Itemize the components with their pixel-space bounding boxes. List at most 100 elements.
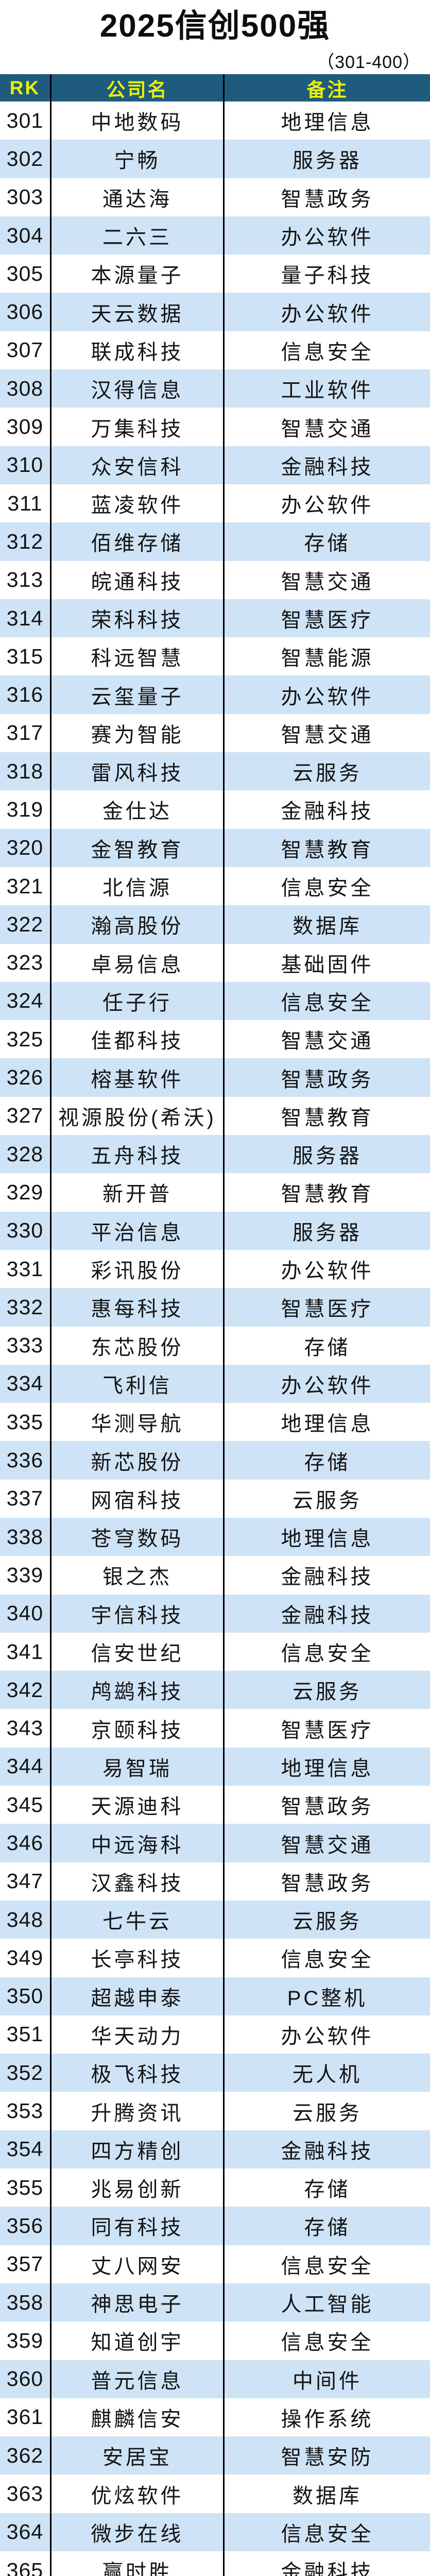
row-note: 办公软件	[281, 494, 374, 517]
table-row: 305 本源量子 量子科技	[0, 255, 430, 293]
table-row: 364 微步在线 信息安全	[0, 2513, 430, 2551]
table-row: 307 联成科技 信息安全	[0, 331, 430, 370]
table-row: 355 兆易创新 存储	[0, 2168, 430, 2207]
row-rank: 306	[0, 293, 51, 331]
table-row: 360 普元信息 中间件	[0, 2360, 430, 2398]
row-company: 同有科技	[51, 2207, 225, 2245]
row-rank: 302	[0, 140, 51, 178]
row-rank: 307	[0, 331, 51, 370]
table-row: 325 佳都科技 智慧交通	[0, 1020, 430, 1059]
table-row: 313 皖通科技 智慧交通	[0, 561, 430, 599]
table-row: 341 信安世纪 信息安全	[0, 1632, 430, 1671]
table-row: 357 丈八网安 信息安全	[0, 2245, 430, 2283]
table-row: 361 麒麟信安 操作系统	[0, 2398, 430, 2437]
row-rank: 340	[0, 1594, 51, 1633]
row-company: 中地数码	[51, 101, 225, 140]
row-note: 智慧政务	[281, 1068, 374, 1091]
row-company: 飞利信	[51, 1364, 225, 1403]
row-note: 智慧能源	[281, 647, 374, 670]
row-company: 本源量子	[51, 255, 225, 293]
table-row: 333 东芯股份 存储	[0, 1326, 430, 1365]
row-rank: 301	[0, 101, 51, 140]
row-company: 众安信科	[51, 446, 225, 484]
row-company: 卓易信息	[51, 943, 225, 982]
table-row: 353 升腾资讯 云服务	[0, 2092, 430, 2130]
row-company: 银之杰	[51, 1556, 225, 1595]
row-rank: 329	[0, 1173, 51, 1212]
row-company: 中远海科	[51, 1824, 225, 1862]
table-row: 365 赢时胜 金融科技	[0, 2551, 430, 2576]
row-note: 量子科技	[281, 264, 374, 287]
row-company: 长亭科技	[51, 1939, 225, 1977]
row-rank: 310	[0, 446, 51, 484]
table-row: 316 云玺量子 办公软件	[0, 675, 430, 714]
table-row: 301 中地数码 地理信息	[0, 101, 430, 140]
rank-range-subtitle: （301-400）	[317, 53, 421, 72]
table-row: 311 蓝凌软件 办公软件	[0, 484, 430, 523]
column-header-company: 公司名	[51, 74, 225, 101]
row-company: 惠每科技	[51, 1288, 225, 1327]
row-rank: 305	[0, 255, 51, 293]
table-row: 312 佰维存储 存储	[0, 522, 430, 561]
row-rank: 345	[0, 1786, 51, 1824]
row-rank: 327	[0, 1096, 51, 1136]
row-rank: 350	[0, 1977, 51, 2015]
column-header-rank: RK	[0, 74, 51, 101]
row-note: 智慧政务	[281, 1795, 374, 1819]
row-note: 信息安全	[281, 1948, 374, 1972]
table-row: 356 同有科技 存储	[0, 2207, 430, 2245]
row-company: 四方精创	[51, 2130, 225, 2169]
row-rank: 316	[0, 675, 51, 714]
table-row: 358 神思电子 人工智能	[0, 2283, 430, 2322]
row-company: 优炫软件	[51, 2475, 225, 2513]
table-row: 329 新开普 智慧教育	[0, 1173, 430, 1212]
row-note: 智慧交通	[281, 723, 374, 747]
row-rank: 362	[0, 2436, 51, 2475]
row-note: 无人机	[293, 2063, 362, 2087]
row-company: 荣科科技	[51, 599, 225, 638]
row-note: 智慧交通	[281, 1030, 374, 1053]
row-note: 中间件	[293, 2369, 362, 2393]
row-note: 存储	[304, 2178, 351, 2201]
row-company: 知道创宇	[51, 2321, 225, 2360]
row-company: 升腾资讯	[51, 2092, 225, 2130]
row-rank: 339	[0, 1556, 51, 1595]
row-company: 网宿科技	[51, 1479, 225, 1518]
row-rank: 349	[0, 1939, 51, 1977]
row-rank: 355	[0, 2168, 51, 2207]
row-rank: 337	[0, 1479, 51, 1518]
row-rank: 321	[0, 867, 51, 906]
row-rank: 303	[0, 178, 51, 216]
row-company: 微步在线	[51, 2513, 225, 2551]
row-rank: 352	[0, 2054, 51, 2092]
row-company: 赢时胜	[51, 2551, 225, 2576]
row-rank: 322	[0, 905, 51, 944]
row-note: 数据库	[293, 2484, 362, 2507]
table-row: 322 瀚高股份 数据库	[0, 905, 430, 944]
table-row: 346 中远海科 智慧交通	[0, 1824, 430, 1862]
row-company: 联成科技	[51, 331, 225, 370]
table-row: 306 天云数据 办公软件	[0, 293, 430, 331]
title-block: 2025信创500强 （301-400）	[0, 0, 430, 74]
row-note: 云服务	[293, 1681, 362, 1704]
table-row: 326 榕基软件 智慧政务	[0, 1058, 430, 1097]
row-rank: 342	[0, 1671, 51, 1709]
row-rank: 356	[0, 2207, 51, 2245]
table-row: 309 万集科技 智慧交通	[0, 408, 430, 446]
table-row: 348 七牛云 云服务	[0, 1900, 430, 1939]
table-row: 303 通达海 智慧政务	[0, 178, 430, 216]
table-row: 320 金智教育 智慧教育	[0, 828, 430, 867]
table-row: 340 宇信科技 金融科技	[0, 1594, 430, 1633]
row-note: 云服务	[293, 2102, 362, 2125]
row-note: 金融科技	[281, 1566, 374, 1589]
row-note: 信息安全	[281, 1642, 374, 1666]
row-rank: 361	[0, 2398, 51, 2437]
table-row: 324 任子行 信息安全	[0, 981, 430, 1021]
table-row: 302 宁畅 服务器	[0, 140, 430, 178]
row-rank: 330	[0, 1211, 51, 1250]
row-company: 视源股份(希沃)	[51, 1096, 225, 1136]
table-row: 335 华测导航 地理信息	[0, 1403, 430, 1442]
table-row: 349 长亭科技 信息安全	[0, 1939, 430, 1977]
row-note: 地理信息	[281, 1757, 374, 1780]
row-rank: 364	[0, 2513, 51, 2551]
